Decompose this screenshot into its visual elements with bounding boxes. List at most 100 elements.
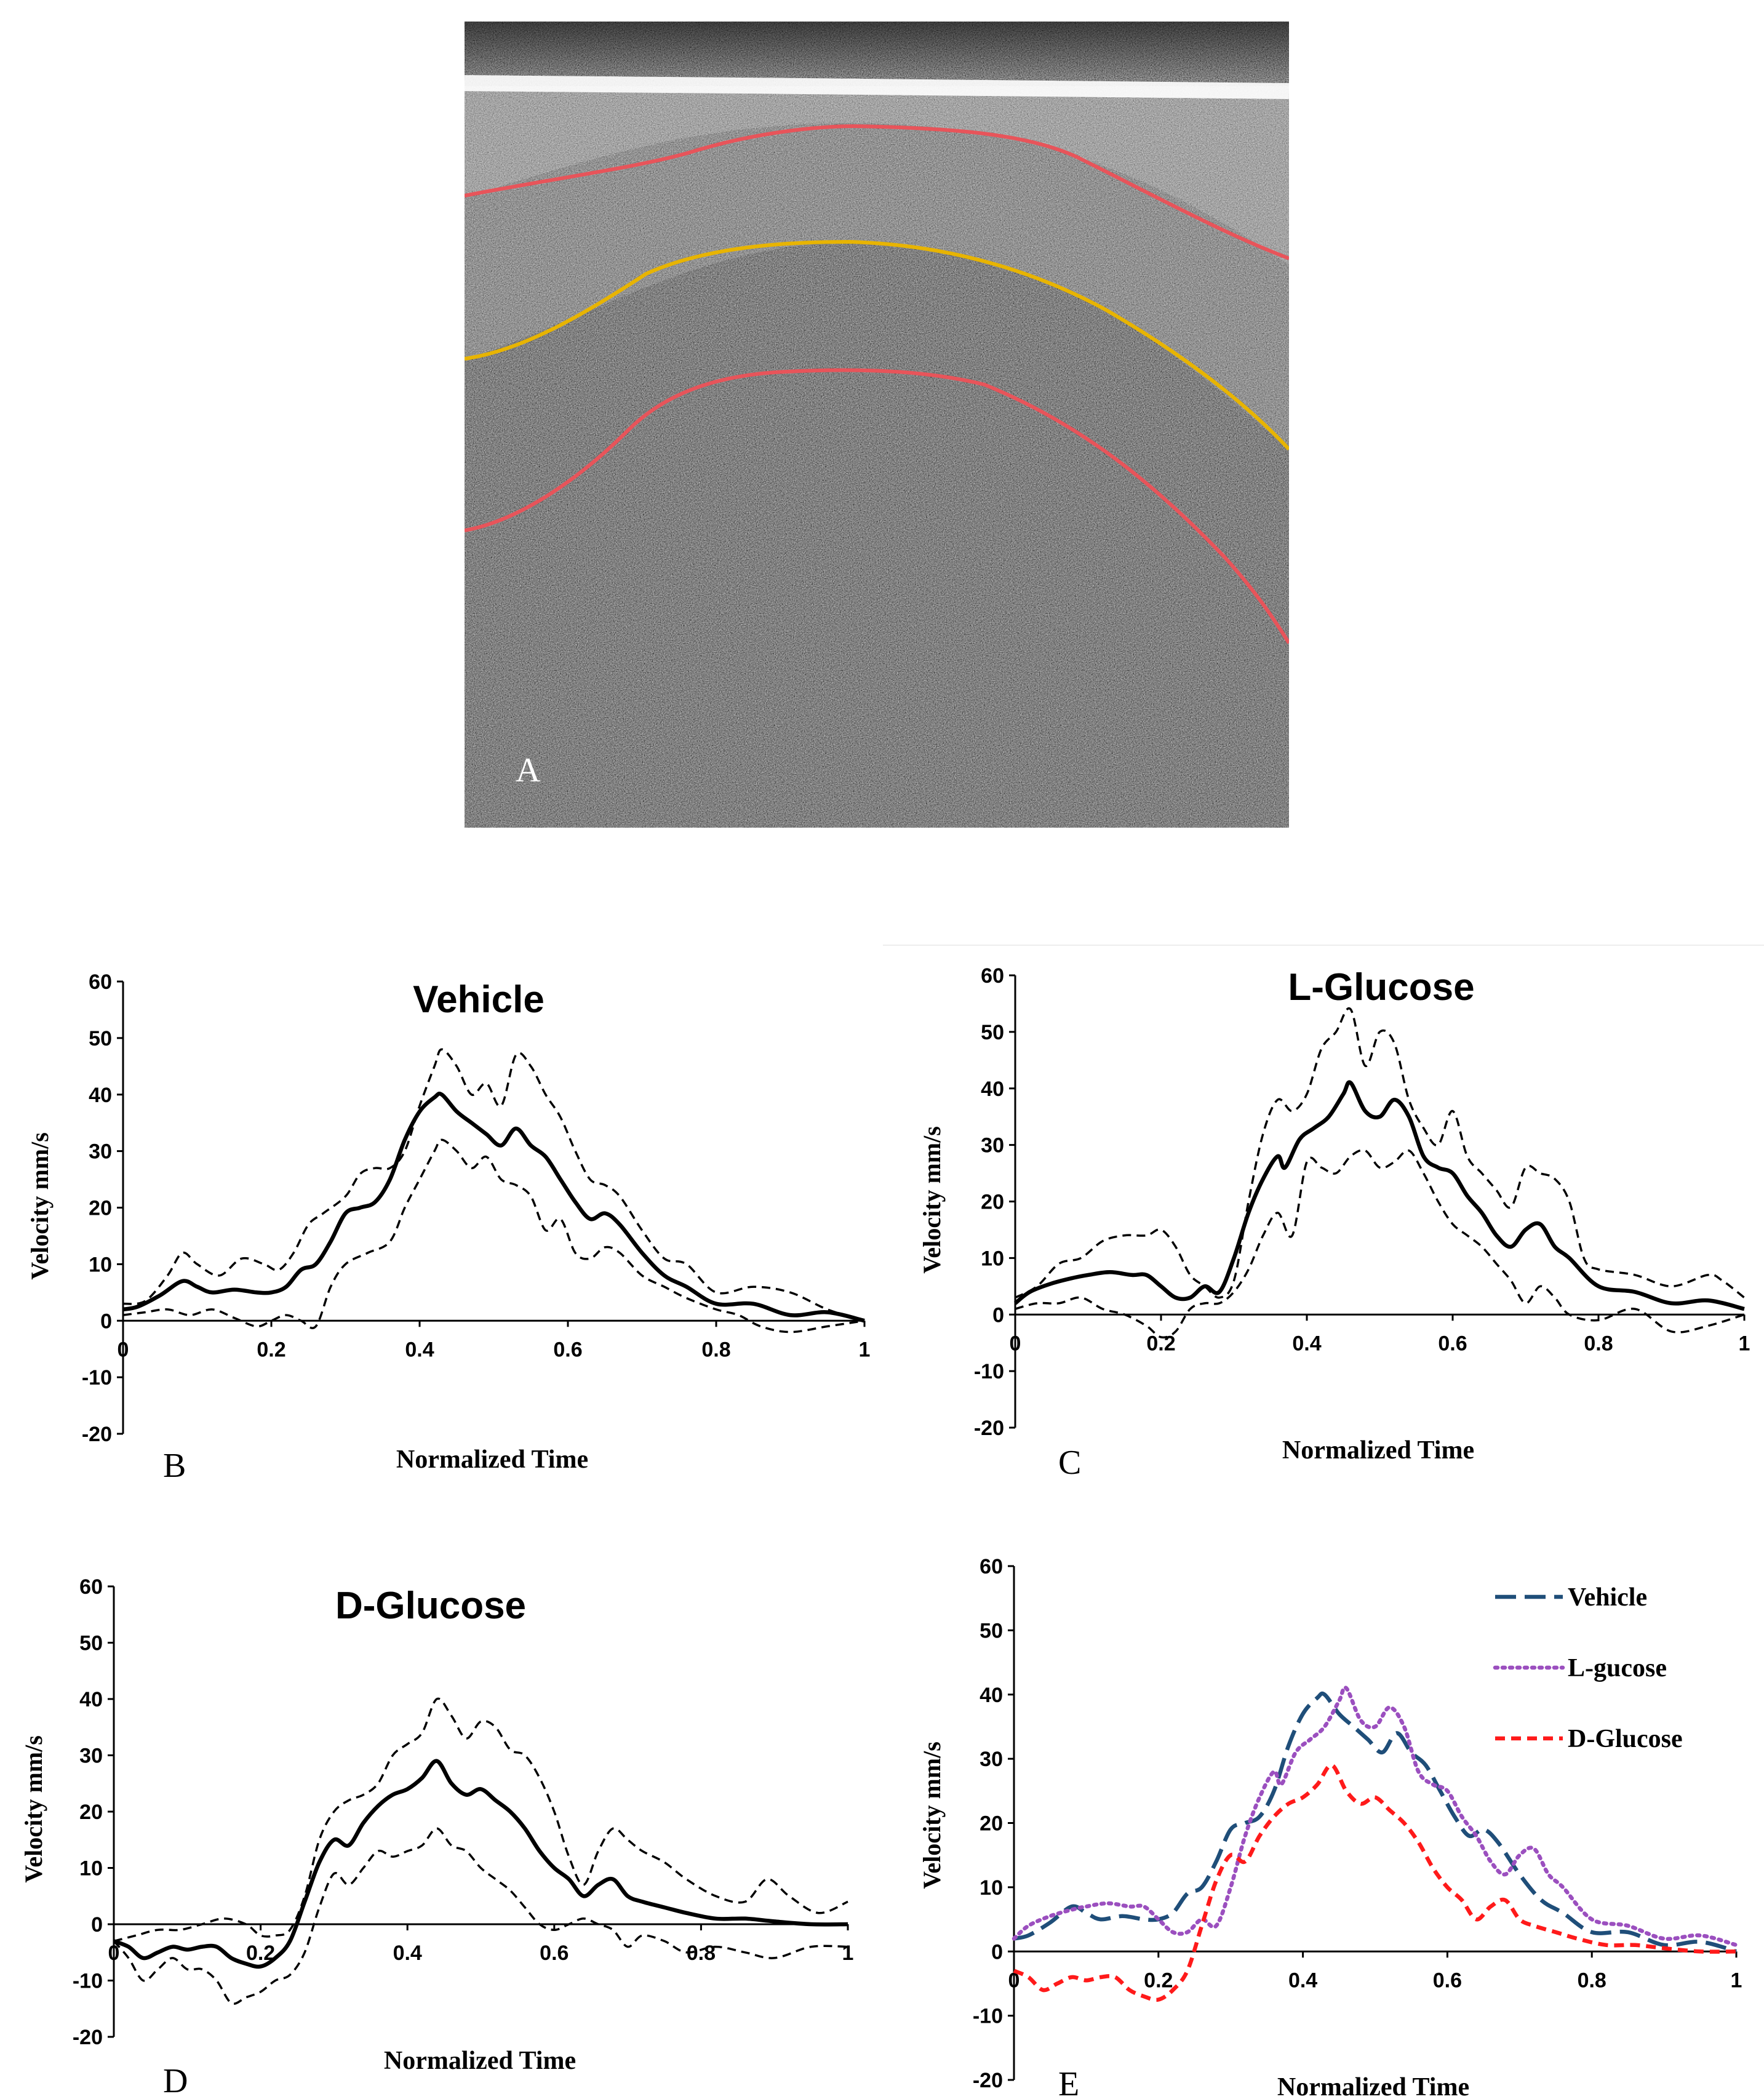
y-axis-label: Velocity mm/s <box>918 1741 946 1889</box>
x-tick-label: 0.6 <box>1433 1969 1462 1992</box>
x-tick-label: 1 <box>859 1338 871 1361</box>
y-tick-label: 50 <box>79 1632 103 1655</box>
y-tick-label: 50 <box>980 1619 1003 1642</box>
series-line-upper-bound <box>1015 1007 1746 1299</box>
x-tick-label: 0.6 <box>1438 1332 1467 1355</box>
y-tick-label: 60 <box>89 970 112 994</box>
x-axis-label: Normalized Time <box>1282 1436 1474 1465</box>
ultrasound-speckle <box>465 22 1289 828</box>
y-tick-label: 0 <box>991 1940 1003 1964</box>
series-line-mean <box>113 1759 848 1969</box>
y-tick-label: 40 <box>981 1077 1004 1101</box>
y-tick-label: -20 <box>973 2069 1003 2092</box>
chart-title: L-Glucose <box>1288 966 1474 1009</box>
y-tick-label: 0 <box>91 1913 103 1937</box>
y-tick-label: 30 <box>89 1140 112 1164</box>
series-line-l-gucose <box>1012 1685 1739 1948</box>
y-axis-label: Velocity mm/s <box>26 1132 54 1280</box>
y-tick-label: 10 <box>79 1857 103 1881</box>
x-tick-label: 0.4 <box>1288 1969 1317 1992</box>
lower-red-boundary <box>465 368 1289 644</box>
y-tick-label: 60 <box>981 964 1004 988</box>
series-line-vehicle <box>1013 1691 1737 1954</box>
panel-label: E <box>1058 2065 1079 2099</box>
x-tick-label: 1 <box>1739 1332 1750 1355</box>
y-tick-label: -10 <box>974 1360 1004 1383</box>
y-tick-label: 0 <box>992 1303 1004 1327</box>
legend-label: D-Glucose <box>1568 1725 1683 1753</box>
y-tick-label: 20 <box>980 1812 1003 1836</box>
y-tick-label: -20 <box>82 1423 112 1446</box>
y-tick-label: 10 <box>89 1253 112 1276</box>
y-tick-label: -10 <box>973 2005 1003 2028</box>
x-tick-label: 1 <box>1731 1969 1742 1992</box>
x-tick-label: 0.8 <box>1578 1969 1606 1992</box>
series-line-mean <box>1013 1080 1745 1311</box>
series-line-upper-bound <box>113 1697 848 1943</box>
membrane-line <box>465 75 1289 99</box>
y-tick-label: 30 <box>980 1748 1003 1771</box>
y-tick-label: 40 <box>89 1084 112 1107</box>
panel-separator <box>883 945 1764 946</box>
yellow-boundary <box>465 239 1289 451</box>
y-tick-label: 20 <box>981 1191 1004 1214</box>
x-axis-label: Normalized Time <box>384 2047 576 2075</box>
series-line-mean <box>122 1091 865 1323</box>
y-tick-label: 20 <box>89 1197 112 1220</box>
series-line-upper-bound <box>122 1048 865 1322</box>
y-tick-label: 0 <box>100 1309 112 1333</box>
y-tick-label: 50 <box>981 1021 1004 1044</box>
y-tick-label: 60 <box>980 1555 1003 1578</box>
y-tick-label: 10 <box>980 1876 1003 1900</box>
x-tick-label: 0.6 <box>540 1941 569 1965</box>
legend-label: Vehicle <box>1568 1583 1647 1612</box>
y-tick-label: 60 <box>79 1575 103 1599</box>
y-axis-label: Velocity mm/s <box>20 1735 47 1883</box>
y-tick-label: 40 <box>79 1688 103 1711</box>
panel-label: B <box>163 1447 186 1485</box>
upper-red-boundary <box>465 124 1289 260</box>
panel-label: C <box>1058 1444 1081 1482</box>
x-tick-label: 0 <box>1010 1332 1021 1355</box>
x-axis-label: Normalized Time <box>1277 2073 1469 2099</box>
vessel-wall <box>465 123 1289 449</box>
y-axis-label: Velocity mm/s <box>918 1126 946 1274</box>
y-tick-label: -10 <box>82 1366 112 1389</box>
chart-title: D-Glucose <box>335 1585 526 1627</box>
y-tick-label: 30 <box>981 1134 1004 1157</box>
y-tick-label: 30 <box>79 1745 103 1768</box>
x-tick-label: 0 <box>108 1941 120 1965</box>
x-tick-label: 0 <box>1008 1969 1020 1992</box>
tissue-band <box>465 86 1289 265</box>
x-tick-label: 0 <box>118 1338 129 1361</box>
x-tick-label: 0.2 <box>1144 1969 1173 1992</box>
panel-label: D <box>163 2062 188 2099</box>
series-line-lower-bound <box>122 1138 865 1333</box>
x-tick-label: 0.2 <box>1146 1332 1175 1355</box>
x-tick-label: 0.4 <box>405 1338 434 1361</box>
series-line-lower-bound <box>113 1827 848 2005</box>
x-tick-label: 0.8 <box>701 1338 730 1361</box>
legend-label: L-gucose <box>1568 1654 1667 1682</box>
x-tick-label: 0.6 <box>553 1338 582 1361</box>
chart-title: Vehicle <box>413 978 545 1021</box>
top-shade <box>465 22 1289 80</box>
x-tick-label: 0.2 <box>257 1338 285 1361</box>
x-tick-label: 0.4 <box>393 1941 422 1965</box>
x-tick-label: 0.8 <box>1584 1332 1613 1355</box>
y-tick-label: 10 <box>981 1247 1004 1270</box>
x-axis-label: Normalized Time <box>396 1445 588 1474</box>
y-tick-label: 50 <box>89 1027 112 1050</box>
y-tick-label: -10 <box>73 1970 103 1993</box>
panel-a-label: A <box>516 751 541 790</box>
series-line-lower-bound <box>1015 1149 1745 1339</box>
y-tick-label: -20 <box>974 1417 1004 1440</box>
series-line-d-glucose <box>1013 1763 1737 2002</box>
x-tick-label: 0.4 <box>1292 1332 1321 1355</box>
y-tick-label: -20 <box>73 2026 103 2049</box>
